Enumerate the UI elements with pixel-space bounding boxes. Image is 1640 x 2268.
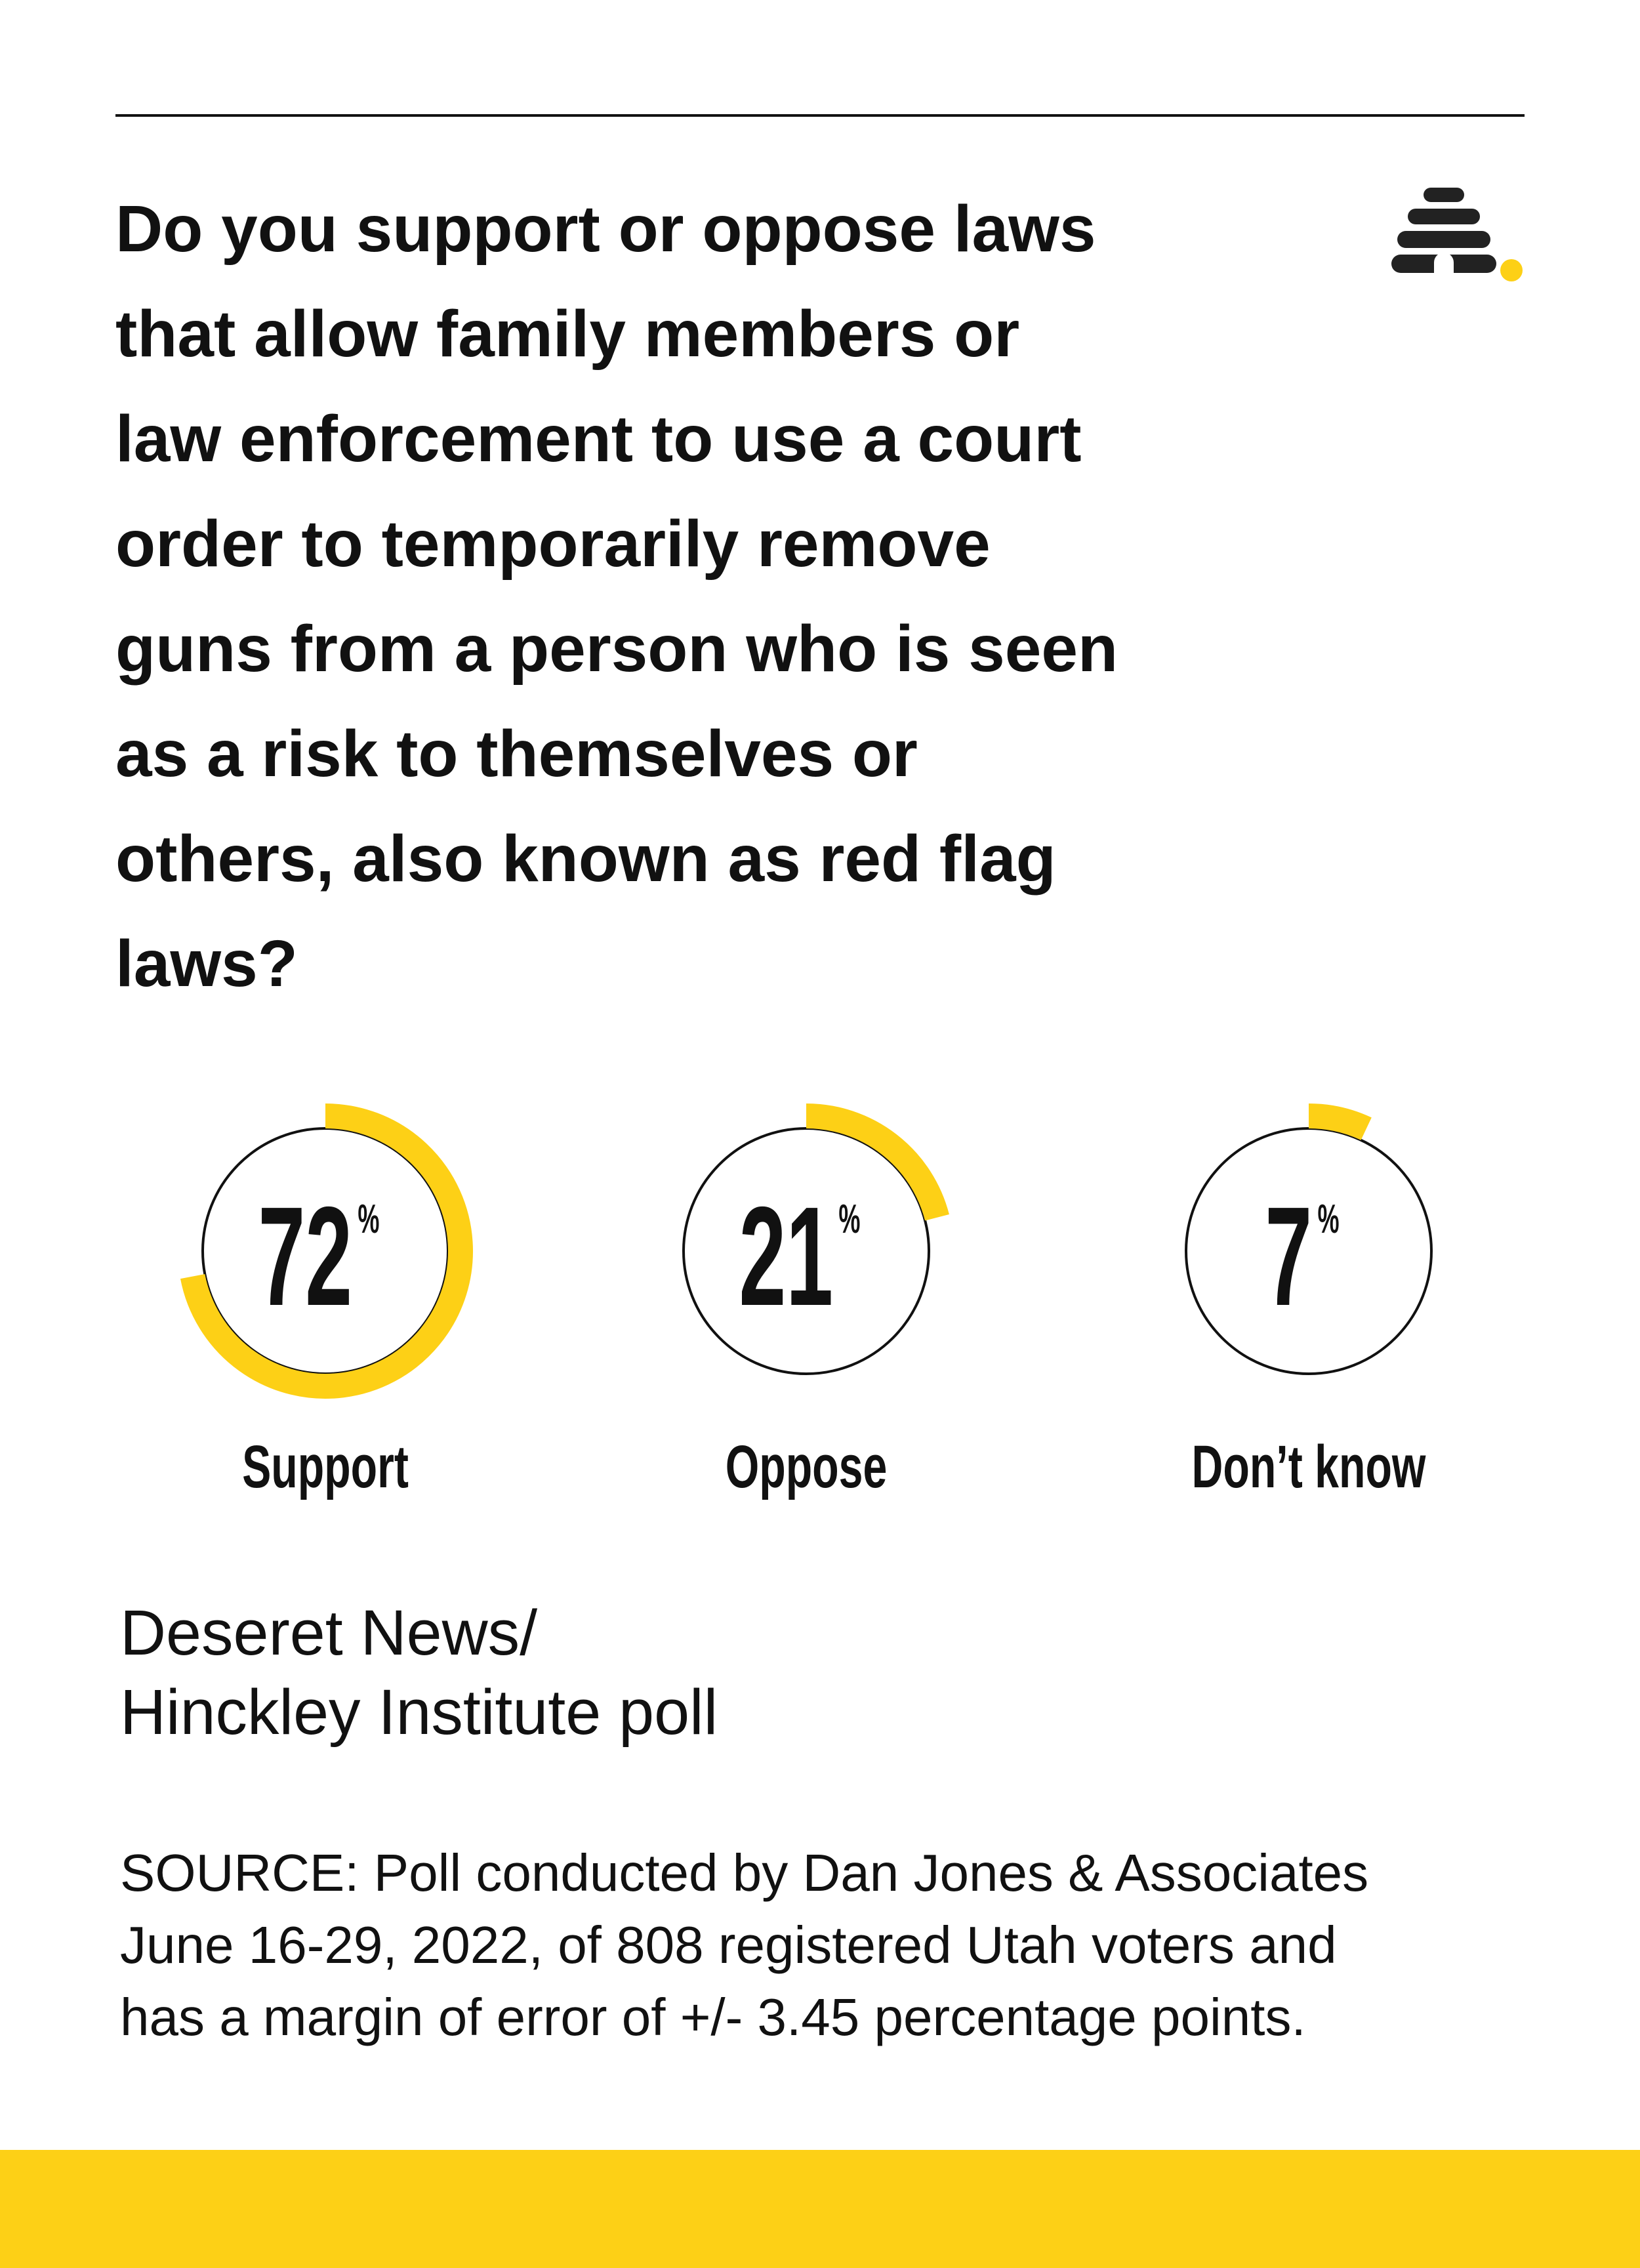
value-number: 7 — [1265, 1178, 1312, 1335]
category-label: Don’t know — [1192, 1432, 1426, 1500]
category-label: Support — [242, 1432, 409, 1500]
source-line: SOURCE: Poll conducted by Dan Jones & As… — [120, 1844, 1368, 1902]
title-line: laws? — [115, 927, 298, 1000]
value-number: 21 — [739, 1178, 833, 1335]
source-line: has a margin of error of +/- 3.45 percen… — [120, 1988, 1306, 2046]
title-line: law enforcement to use a court — [115, 402, 1082, 476]
title-line: guns from a person who is seen — [115, 612, 1118, 686]
gauge-arc — [1308, 1103, 1372, 1140]
gauge-arc — [180, 1103, 473, 1399]
source-line: June 16-29, 2022, of 808 registered Utah… — [120, 1916, 1337, 1974]
value-suffix: % — [838, 1196, 860, 1241]
value-suffix: % — [1318, 1196, 1340, 1241]
title-line: Do you support or oppose laws — [115, 192, 1096, 266]
category-label: Oppose — [726, 1432, 888, 1500]
logo — [1391, 188, 1523, 282]
title-line: as a risk to themselves or — [115, 717, 918, 791]
gauge-arc — [806, 1103, 949, 1221]
gauge-value: 7% — [1265, 1178, 1339, 1335]
value-suffix: % — [358, 1196, 379, 1241]
gauge-value: 21% — [739, 1178, 861, 1335]
credit-line: Hinckley Institute poll — [120, 1676, 718, 1748]
title-line: others, also known as red flag — [115, 822, 1056, 896]
value-number: 72 — [258, 1178, 352, 1335]
gauge-value: 72% — [258, 1178, 380, 1335]
footer-band — [0, 2150, 1640, 2268]
credit-line: Deseret News/ — [120, 1597, 537, 1668]
title-line: order to temporarily remove — [115, 507, 991, 581]
title-line: that allow family members or — [115, 297, 1019, 371]
